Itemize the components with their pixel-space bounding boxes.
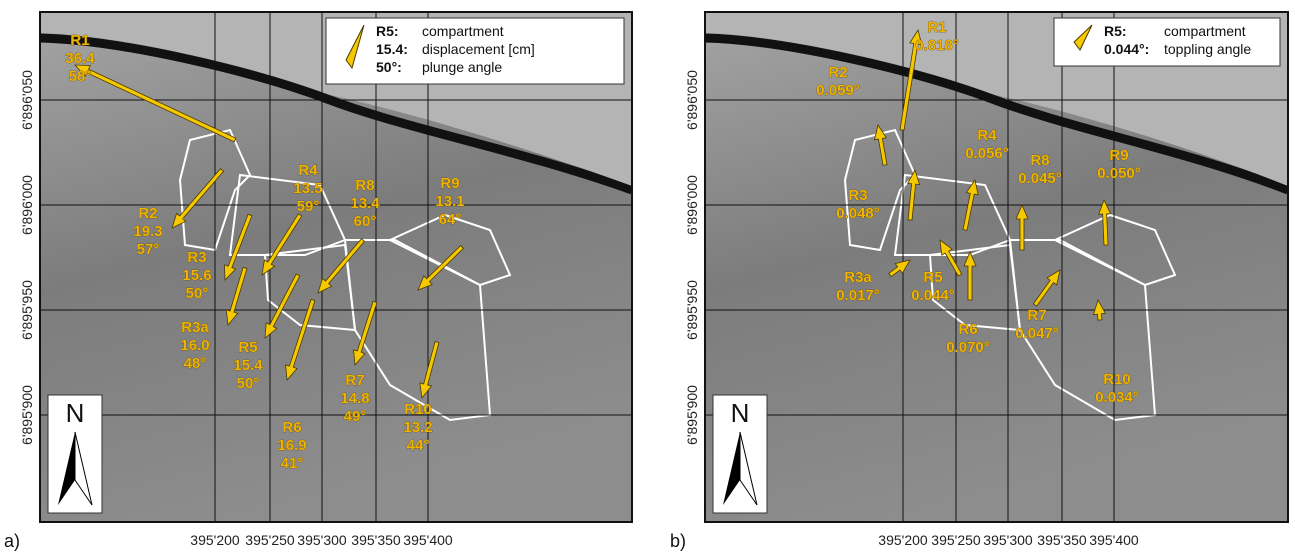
compartment-label: 14.8 — [340, 390, 369, 407]
figure: R136.458°R219.357°R315.650°R3a16.048°R41… — [0, 0, 1295, 552]
compartment-label: R2 — [138, 205, 157, 222]
compartment-label: 58° — [69, 68, 92, 85]
compartment-label: R3 — [187, 249, 206, 266]
legend-text: displacement [cm] — [422, 41, 535, 57]
compartment-label: 50° — [186, 285, 209, 302]
panel-label: b) — [670, 531, 686, 551]
x-tick-label: 395'350 — [1037, 532, 1087, 548]
compartment-label: 13.5 — [293, 180, 322, 197]
x-tick-label: 395'200 — [190, 532, 240, 548]
compartment-label: 0.045° — [1018, 170, 1062, 187]
legend-text: compartment — [422, 23, 504, 39]
y-tick-label: 6'896'000 — [19, 175, 35, 235]
compartment-label: 57° — [137, 241, 160, 258]
compartment-label: 0.034° — [1095, 389, 1139, 406]
compartment-label: R6 — [958, 321, 977, 338]
compartment-label: R5 — [238, 339, 257, 356]
compartment-label: R4 — [977, 127, 997, 144]
compartment-label: 50° — [237, 375, 260, 392]
compartment-label: 16.0 — [180, 337, 209, 354]
legend-text: compartment — [1164, 23, 1246, 39]
x-tick-label: 395'400 — [1089, 532, 1139, 548]
compartment-label: 13.4 — [350, 195, 380, 212]
y-tick-label: 6'895'950 — [684, 280, 700, 340]
north-label: N — [66, 398, 85, 428]
compartment-label: R10 — [404, 401, 432, 418]
compartment-label: 0.818° — [915, 37, 959, 54]
compartment-label: 0.070° — [946, 339, 990, 356]
compartment-label: 49° — [344, 408, 367, 425]
compartment-label: 48° — [184, 355, 207, 372]
compartment-label: R7 — [1027, 307, 1046, 324]
compartment-label: R1 — [70, 32, 89, 49]
compartment-label: R6 — [282, 419, 301, 436]
compartment-label: 15.6 — [182, 267, 211, 284]
compartment-label: 41° — [281, 455, 304, 472]
north-label: N — [731, 398, 750, 428]
compartment-label: R3a — [844, 269, 872, 286]
compartment-label: 0.017° — [836, 287, 880, 304]
legend-text: toppling angle — [1164, 41, 1251, 57]
legend-key: 15.4: — [376, 41, 408, 57]
compartment-label: R3 — [848, 187, 867, 204]
legend-key: R5: — [1104, 23, 1127, 39]
x-tick-label: 395'300 — [297, 532, 347, 548]
x-tick-label: 395'350 — [351, 532, 401, 548]
compartment-label: 64° — [439, 211, 462, 228]
compartment-label: R9 — [1109, 147, 1128, 164]
compartment-label: R7 — [345, 372, 364, 389]
compartment-label: 36.4 — [65, 50, 95, 67]
compartment-label: R9 — [440, 175, 459, 192]
compartment-label: 60° — [354, 213, 377, 230]
compartment-label: R10 — [1103, 371, 1131, 388]
y-tick-label: 6'896'050 — [19, 70, 35, 130]
compartment-label: R4 — [298, 162, 318, 179]
y-tick-label: 6'895'900 — [684, 385, 700, 445]
legend-key: R5: — [376, 23, 399, 39]
panel-label: a) — [4, 531, 20, 551]
x-tick-label: 395'400 — [403, 532, 453, 548]
compartment-label: 0.056° — [965, 145, 1009, 162]
x-tick-label: 395'250 — [931, 532, 981, 548]
y-tick-label: 6'896'050 — [684, 70, 700, 130]
compartment-label: 44° — [407, 437, 430, 454]
compartment-label: 13.1 — [435, 193, 464, 210]
x-tick-label: 395'250 — [245, 532, 295, 548]
y-tick-label: 6'895'950 — [19, 280, 35, 340]
compartment-label: R2 — [828, 64, 847, 81]
legend-text: plunge angle — [422, 59, 502, 75]
legend-key: 50°: — [376, 59, 402, 75]
y-tick-label: 6'895'900 — [19, 385, 35, 445]
compartment-label: 19.3 — [133, 223, 162, 240]
compartment-label: 13.2 — [403, 419, 432, 436]
compartment-label: 16.9 — [277, 437, 306, 454]
y-tick-label: 6'896'000 — [684, 175, 700, 235]
compartment-label: R3a — [181, 319, 209, 336]
compartment-label: 59° — [297, 198, 320, 215]
legend-key: 0.044°: — [1104, 41, 1149, 57]
compartment-label: R8 — [355, 177, 374, 194]
compartment-label: 0.047° — [1015, 325, 1059, 342]
map-panel: R136.458°R219.357°R315.650°R3a16.048°R41… — [40, 12, 632, 522]
compartment-label: R8 — [1030, 152, 1049, 169]
compartment-label: R1 — [927, 19, 946, 36]
compartment-label: 0.048° — [836, 205, 880, 222]
compartment-label: R5 — [923, 269, 942, 286]
compartment-label: 15.4 — [233, 357, 263, 374]
compartment-label: 0.044° — [911, 287, 955, 304]
x-tick-label: 395'300 — [983, 532, 1033, 548]
compartment-label: 0.050° — [1097, 165, 1141, 182]
compartment-label: 0.059° — [816, 82, 860, 99]
x-tick-label: 395'200 — [878, 532, 928, 548]
